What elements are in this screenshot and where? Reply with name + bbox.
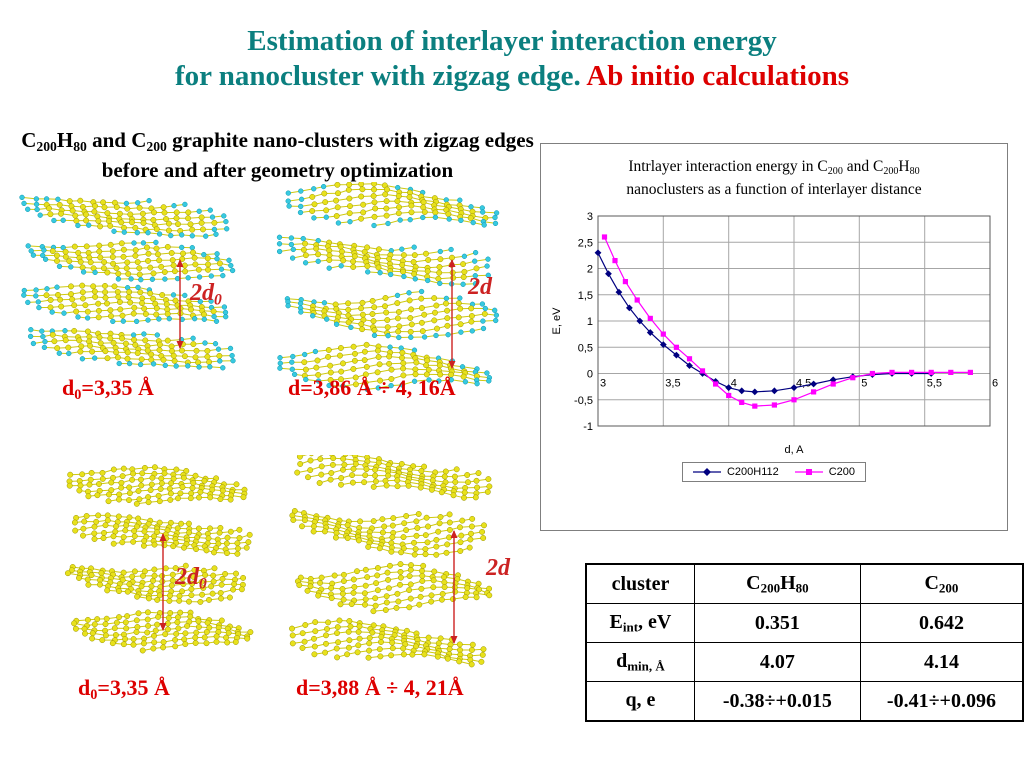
svg-text:0: 0	[587, 368, 593, 380]
chart-plot-area: 3 2,5 2 1,5 1 0,5 0 -0,5 -1 3 3,5 4 4,5 5 5,5 6 E, eV d, …	[551, 211, 998, 456]
subtitle-text: H	[56, 128, 74, 152]
subtitle-text: C	[21, 128, 37, 152]
molecule-figure-top-right: 2d	[268, 182, 530, 397]
molecule-figure-top-left: 2d0	[8, 190, 263, 380]
subtitle-subscript: 80	[73, 138, 87, 154]
table-cell: C200H80	[693, 563, 861, 604]
svg-text:2: 2	[587, 263, 593, 275]
subtitle-text: graphite nano-clusters with zigzag edges…	[101, 128, 534, 182]
table-cell: C200	[859, 563, 1024, 604]
legend-item: C200	[794, 466, 855, 478]
table-cell: 0.642	[859, 603, 1024, 643]
svg-text:6: 6	[992, 377, 998, 389]
slide-title-line2-teal: for nanocluster with zigzag edge.	[175, 60, 581, 93]
figure-caption-heading: C200H80 and C200 graphite nano-clusters …	[15, 126, 540, 185]
slide-title-line1: Estimation of interlayer interaction ene…	[247, 25, 777, 57]
svg-text:-0,5: -0,5	[574, 395, 593, 407]
svg-text:5: 5	[861, 377, 867, 389]
svg-text:4: 4	[731, 377, 737, 389]
svg-text:3,5: 3,5	[665, 377, 680, 389]
distance-value-label: d0=3,35 Å	[78, 675, 170, 703]
svg-text:5,5: 5,5	[927, 377, 942, 389]
table-cell: Eint, eV	[585, 603, 695, 643]
table-header-row: cluster C200H80 C200	[585, 563, 1024, 604]
interlayer-distance-arrow-label: 2d0	[175, 564, 207, 593]
interlayer-distance-arrow-label: 2d	[468, 274, 492, 300]
interlayer-distance-arrow-label: 2d	[486, 555, 510, 581]
table-row: q, e -0.38÷+0.015 -0.41÷+0.096	[585, 681, 1024, 722]
interaction-energy-chart: Intrlayer interaction energy in C200 and…	[540, 143, 1008, 531]
slide-title-line2-red: Ab initio calculations	[580, 60, 849, 93]
molecule-figure-bottom-right: 2d	[272, 455, 532, 677]
table-row: dmin, Å 4.07 4.14	[585, 642, 1024, 682]
chart-legend: C200H112 C200	[541, 461, 1007, 482]
subtitle-subscript: 200	[36, 138, 57, 154]
distance-value-label: d0=3,35 Å	[62, 375, 154, 403]
svg-text:3: 3	[587, 211, 593, 223]
table-row: Eint, eV 0.351 0.642	[585, 603, 1024, 643]
table-cell: 4.07	[693, 642, 861, 682]
legend-marker-square-icon	[794, 468, 823, 475]
svg-text:2,5: 2,5	[578, 237, 593, 249]
graphene-stack-figure	[289, 455, 493, 668]
table-cell: -0.41÷+0.096	[859, 681, 1024, 722]
svg-text:E, eV: E, eV	[551, 307, 563, 335]
graphene-stack-figure	[64, 464, 254, 654]
distance-value-label: d=3,88 Å ÷ 4, 21Å	[296, 675, 464, 700]
distance-value-label: d=3,86 Å ÷ 4, 16Å	[288, 375, 456, 400]
svg-text:0,5: 0,5	[578, 342, 593, 354]
table-cell: dmin, Å	[585, 642, 695, 682]
results-table: cluster C200H80 C200 Eint, eV 0.351 0.64…	[585, 563, 1024, 722]
subtitle-text: and C	[86, 128, 147, 152]
slide-title: Estimation of interlayer interaction ene…	[0, 24, 1024, 95]
table-cell: -0.38÷+0.015	[693, 681, 861, 722]
table-cell: 0.351	[693, 603, 861, 643]
svg-text:3: 3	[600, 377, 606, 389]
table-cell: cluster	[585, 563, 695, 604]
svg-text:4,5: 4,5	[796, 377, 811, 389]
legend-marker-diamond-icon	[692, 467, 721, 476]
table-cell: q, e	[585, 681, 695, 722]
svg-text:-1: -1	[583, 421, 593, 433]
subtitle-subscript: 200	[146, 138, 167, 154]
molecule-figure-bottom-left: 2d0	[45, 452, 280, 667]
legend-item: C200H112	[692, 466, 779, 478]
chart-title: Intrlayer interaction energy in C200 and…	[626, 158, 922, 199]
slide-title-line2: for nanocluster with zigzag edge. Ab ini…	[0, 59, 1024, 94]
graphene-stack-figure	[19, 194, 236, 371]
svg-text:d, A: d, A	[785, 444, 805, 456]
graphene-stack-figure	[276, 182, 500, 393]
svg-text:1: 1	[587, 316, 593, 328]
table-cell: 4.14	[859, 642, 1024, 682]
svg-text:1,5: 1,5	[578, 290, 593, 302]
interlayer-distance-arrow-label: 2d0	[190, 280, 222, 309]
